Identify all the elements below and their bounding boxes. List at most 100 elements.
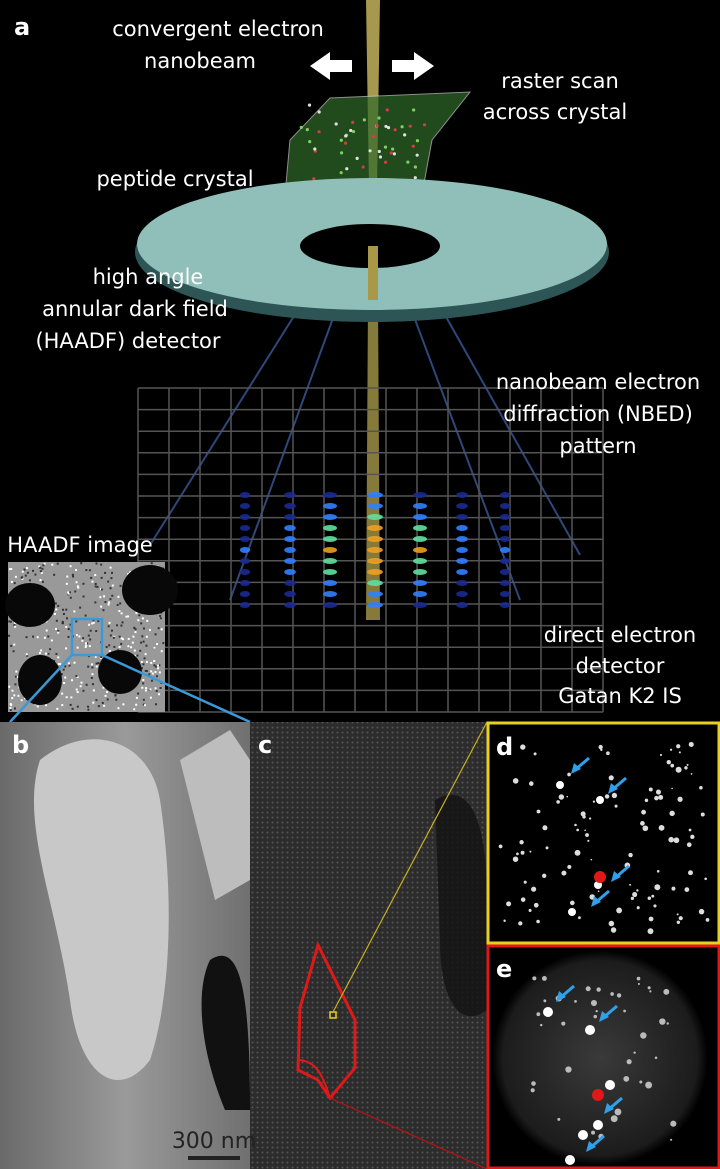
- d-spot: [691, 773, 693, 775]
- noise: [27, 572, 29, 574]
- panel-label: e: [496, 955, 512, 983]
- d-spot: [609, 775, 614, 780]
- d-spot-big: [596, 796, 604, 804]
- noise: [156, 643, 158, 645]
- noise: [117, 596, 119, 598]
- atom: [363, 118, 366, 121]
- annotation: (HAADF) detector: [35, 329, 220, 353]
- spot: [500, 602, 510, 608]
- spot: [323, 602, 337, 608]
- annotation: peptide crystal: [96, 167, 253, 191]
- d-spot: [699, 786, 703, 790]
- spot: [500, 514, 510, 520]
- atom: [379, 155, 382, 158]
- noise: [89, 645, 91, 647]
- e-spot: [627, 1059, 632, 1064]
- e-spot: [531, 1081, 536, 1086]
- spot: [284, 503, 296, 509]
- noise: [161, 650, 163, 652]
- noise: [24, 569, 26, 571]
- noise: [92, 581, 94, 583]
- spot: [240, 492, 250, 498]
- atom: [423, 123, 426, 126]
- noise: [99, 596, 101, 598]
- atom: [412, 108, 415, 111]
- noise: [132, 636, 134, 638]
- d-spot: [567, 773, 571, 777]
- spot: [284, 514, 296, 520]
- noise: [61, 704, 63, 706]
- d-spot: [536, 920, 540, 924]
- noise: [45, 704, 47, 706]
- noise: [141, 661, 143, 663]
- noise: [65, 647, 67, 649]
- d-spot: [687, 842, 692, 847]
- noise: [72, 708, 74, 710]
- noise: [160, 617, 162, 619]
- e-spot: [610, 992, 614, 996]
- noise: [95, 585, 97, 587]
- noise: [145, 645, 147, 647]
- noise: [146, 620, 148, 622]
- noise: [102, 609, 104, 611]
- atom: [362, 165, 365, 168]
- noise: [91, 666, 93, 668]
- noise: [61, 622, 63, 624]
- d-spot: [575, 850, 581, 856]
- d-spot: [690, 835, 694, 839]
- atom: [340, 171, 343, 174]
- noise: [144, 704, 146, 706]
- noise: [145, 687, 147, 689]
- noise: [119, 602, 121, 604]
- noise: [80, 685, 82, 687]
- d-spot: [542, 825, 547, 830]
- panel-label: d: [496, 733, 513, 761]
- e-spot: [596, 987, 600, 991]
- noise: [116, 624, 118, 626]
- noise: [47, 636, 49, 638]
- noise: [32, 570, 34, 572]
- noise: [87, 706, 89, 708]
- d-spot: [611, 927, 617, 933]
- atom: [384, 146, 387, 149]
- spot: [456, 503, 468, 509]
- noise: [117, 604, 119, 606]
- noise: [146, 661, 148, 663]
- d-spot: [531, 887, 536, 892]
- noise: [107, 581, 109, 583]
- d-spot: [632, 892, 637, 897]
- noise: [127, 615, 129, 617]
- noise: [66, 617, 68, 619]
- d-spot: [675, 839, 677, 841]
- noise: [141, 687, 143, 689]
- noise: [103, 595, 105, 597]
- d-spot: [648, 928, 654, 934]
- noise: [37, 636, 39, 638]
- spot: [413, 602, 427, 608]
- noise: [91, 677, 93, 679]
- noise: [115, 699, 117, 701]
- noise: [67, 591, 69, 593]
- e-spot: [655, 1056, 658, 1059]
- atom: [308, 104, 311, 107]
- spot: [500, 558, 510, 564]
- spot: [323, 569, 337, 575]
- noise: [11, 697, 13, 699]
- noise: [162, 642, 164, 644]
- d-spot: [605, 794, 609, 798]
- d-spot: [534, 903, 539, 908]
- atom: [414, 165, 417, 168]
- atom: [356, 157, 359, 160]
- noise: [157, 667, 159, 669]
- noise: [128, 638, 130, 640]
- noise: [34, 574, 36, 576]
- noise: [100, 606, 102, 608]
- atom: [391, 147, 394, 150]
- e-spot: [648, 986, 651, 989]
- noise: [143, 627, 145, 629]
- spot: [456, 580, 468, 586]
- spot: [284, 547, 296, 553]
- noise: [70, 597, 72, 599]
- atom: [409, 125, 412, 128]
- noise: [145, 689, 147, 691]
